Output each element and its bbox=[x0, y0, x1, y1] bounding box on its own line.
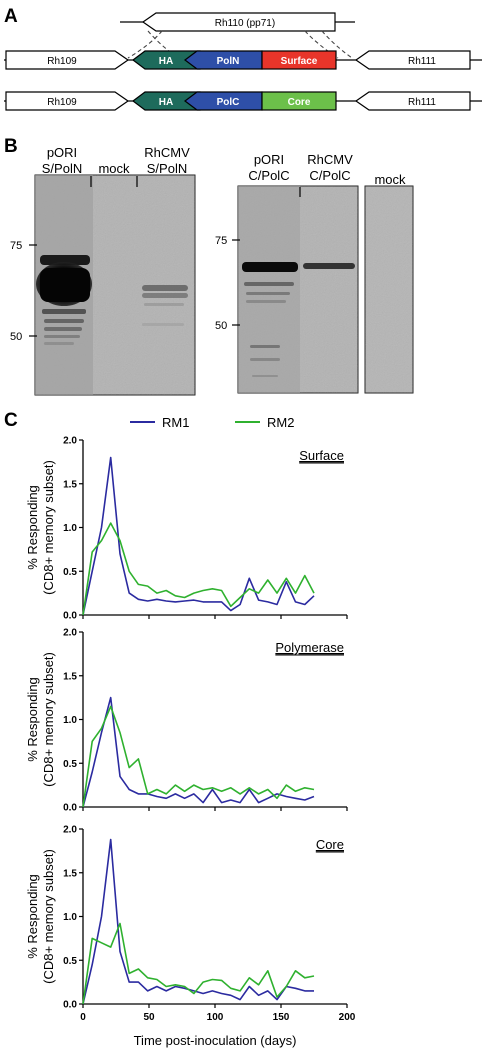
row2-rh111-arrow bbox=[354, 91, 471, 111]
surface-y-tick-label: 0.0 bbox=[63, 611, 77, 622]
panel-b: B pORI S/PolN mock RhCMV S/PolN bbox=[4, 136, 414, 396]
blot1-lane-labels: pORI S/PolN mock RhCMV S/PolN bbox=[42, 145, 190, 176]
blot2-lane1-line1: pORI bbox=[254, 152, 284, 167]
blot2-lane2-line2: C/PolC bbox=[309, 168, 350, 183]
polymerase-title: Polymerase bbox=[275, 640, 344, 655]
blot1-marker-50: 50 bbox=[10, 331, 22, 343]
rh110-gene-arrow bbox=[141, 12, 336, 32]
surface-series-rm2 bbox=[82, 522, 315, 616]
core-x-tick-label: 200 bbox=[339, 1012, 356, 1023]
polymerase-series-rm2 bbox=[82, 705, 315, 808]
surface-title: Surface bbox=[299, 448, 344, 463]
polymerase-y-tick-label: 2.0 bbox=[63, 628, 77, 639]
blot2-lane1-line2: C/PolC bbox=[248, 168, 289, 183]
row1-rh109-label: Rh109 bbox=[47, 56, 77, 67]
polymerase-y-tick-label: 0.5 bbox=[63, 759, 77, 770]
core-series-rm2 bbox=[82, 922, 315, 1005]
core-y-label-line1: % Responding bbox=[25, 874, 40, 959]
surface-y-label-line2: (CD8+ memory subset) bbox=[41, 460, 56, 595]
row1-poln-label: PolN bbox=[217, 56, 240, 67]
surface-y-label-line1: % Responding bbox=[25, 485, 40, 570]
legend-label-rm1: RM1 bbox=[162, 415, 189, 430]
core-x-tick-label: 50 bbox=[143, 1012, 155, 1023]
core-y-tick-label: 0.0 bbox=[63, 1000, 77, 1011]
core-y-tick-label: 0.5 bbox=[63, 956, 77, 967]
blot1-marker-75: 75 bbox=[10, 240, 22, 252]
polymerase-y-tick-label: 1.0 bbox=[63, 715, 77, 726]
blot1-lane2-line1: mock bbox=[98, 161, 130, 176]
core-x-tick-label: 100 bbox=[207, 1012, 224, 1023]
surface-chart: 0.0 0.5 1.0 1.5 2.0 % Responding (CD8+ memory … bbox=[25, 436, 348, 622]
legend: RM1 RM2 bbox=[130, 415, 294, 430]
blot2-markers: 75 50 bbox=[215, 235, 240, 332]
core-y-label-line2: (CD8+ memory subset) bbox=[41, 849, 56, 984]
blot3-lane1-label: mock bbox=[374, 172, 406, 187]
core-y-tick-label: 2.0 bbox=[63, 825, 77, 836]
blot1-lane1-line2: S/PolN bbox=[42, 161, 82, 176]
polymerase-y-label-line1: % Responding bbox=[25, 677, 40, 762]
panel-a-label: A bbox=[4, 6, 18, 27]
polymerase-chart: 0.0 0.5 1.0 1.5 2.0 % Responding (CD8+ memory … bbox=[25, 628, 348, 814]
row2-rh109-label: Rh109 bbox=[47, 97, 77, 108]
blot2-lane2-line1: RhCMV bbox=[307, 152, 353, 167]
surface-y-tick-label: 2.0 bbox=[63, 436, 77, 447]
row2-ha-label: HA bbox=[159, 97, 173, 108]
row1-rh111-label: Rh111 bbox=[408, 56, 436, 67]
panel-a: A Rh110 (pp71) Rh109 HA PolN Surface Rh1… bbox=[4, 6, 482, 111]
surface-y-tick-label: 1.5 bbox=[63, 479, 77, 490]
core-x-tick-label: 150 bbox=[273, 1012, 290, 1023]
core-x-tick-label: 0 bbox=[80, 1012, 86, 1023]
polymerase-series-rm1 bbox=[82, 696, 315, 808]
core-title: Core bbox=[316, 837, 344, 852]
blot1-markers: 75 50 bbox=[10, 240, 37, 343]
panel-c: C RM1 RM2 0.00.51.01.52.0% Responding (CD… bbox=[4, 410, 356, 1048]
blot1-lane3-line1: RhCMV bbox=[144, 145, 190, 160]
legend-label-rm2: RM2 bbox=[267, 415, 294, 430]
row2-core-label: Core bbox=[288, 97, 311, 108]
row2-rh109-arrow bbox=[5, 91, 130, 111]
row1-ha-label: HA bbox=[159, 56, 173, 67]
blot1-gel bbox=[34, 174, 196, 396]
row2-polc-label: PolC bbox=[217, 97, 240, 108]
surface-y-tick-label: 0.5 bbox=[63, 567, 77, 578]
row1-rh111-arrow bbox=[354, 50, 471, 70]
panel-b-label: B bbox=[4, 136, 18, 157]
core-y-tick-label: 1.0 bbox=[63, 912, 77, 923]
surface-y-tick-label: 1.0 bbox=[63, 523, 77, 534]
blot2-gel bbox=[237, 185, 359, 394]
core-chart: 0.0 0.5 1.0 1.5 2.0 0 50 100 150 200 % Responding(… bbox=[25, 825, 356, 1024]
core-y-tick-label: 1.5 bbox=[63, 868, 77, 879]
blot2-lane-labels: pORI C/PolC RhCMV C/PolC bbox=[248, 152, 353, 183]
row1-surface-label: Surface bbox=[281, 56, 318, 67]
panel-c-label: C bbox=[4, 410, 18, 431]
core-series-rm1 bbox=[82, 838, 314, 1005]
x-axis-label: Time post-inoculation (days) bbox=[134, 1033, 297, 1048]
rh110-label: Rh110 (pp71) bbox=[215, 18, 275, 29]
row1-rh109-arrow bbox=[5, 50, 130, 70]
row1-surface-segment bbox=[261, 50, 337, 70]
polymerase-y-tick-label: 1.5 bbox=[63, 671, 77, 682]
row2-rh111-label: Rh111 bbox=[408, 97, 436, 108]
blot2-marker-75: 75 bbox=[215, 235, 227, 247]
blot3-gel bbox=[364, 185, 414, 394]
surface-series-rm1 bbox=[82, 456, 315, 616]
row2-core-segment bbox=[261, 91, 337, 111]
polymerase-y-tick-label: 0.0 bbox=[63, 803, 77, 814]
blot1-lane1-line1: pORI bbox=[47, 145, 77, 160]
polymerase-y-label-line2: (CD8+ memory subset) bbox=[41, 652, 56, 787]
blot2-marker-50: 50 bbox=[215, 320, 227, 332]
blot1-lane3-line2: S/PolN bbox=[147, 161, 187, 176]
